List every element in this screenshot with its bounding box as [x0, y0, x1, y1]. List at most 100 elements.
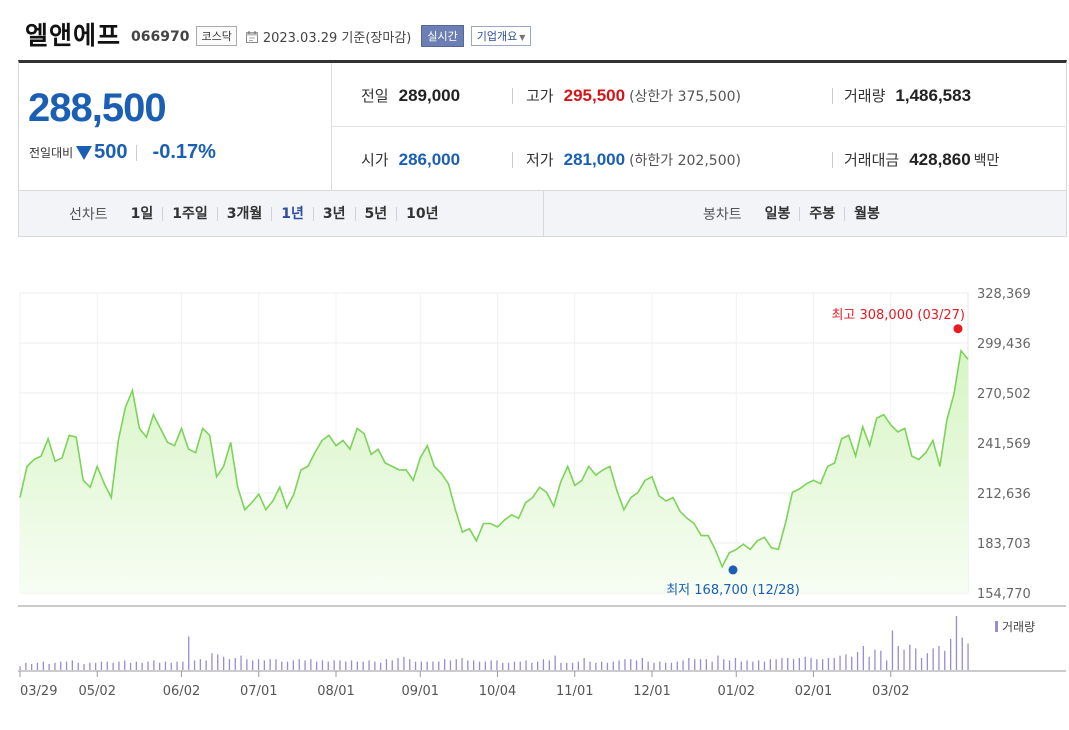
x-tick-label: 08/01 — [317, 684, 354, 699]
volume-bar — [193, 660, 196, 670]
tab-line-period-5[interactable]: 5년 — [354, 206, 397, 221]
divider — [512, 152, 513, 168]
volume-bar — [635, 660, 638, 670]
volume-bars: 거래량 — [19, 616, 1035, 670]
volume-bar — [915, 648, 917, 670]
volume-bar — [606, 662, 609, 670]
x-tick-label: 07/01 — [240, 684, 277, 699]
tab-candle-period-1[interactable]: 주봉 — [799, 206, 844, 221]
volume-bar — [409, 659, 411, 670]
volume-bar — [932, 648, 934, 670]
volume-bar — [414, 661, 417, 670]
volume-bar — [118, 661, 120, 670]
company-name[interactable]: 엘앤에프 — [25, 21, 122, 50]
tab-line-period-6[interactable]: 10년 — [396, 206, 447, 221]
volume-bar — [54, 662, 56, 670]
prev-close: 전일 289,000 — [361, 85, 460, 106]
tab-line-period-3[interactable]: 1년 — [271, 206, 313, 221]
max-price-label: 최고 308,000 (03/27) — [831, 308, 965, 323]
low-price: 저가 281,000 (하한가 202,500) — [526, 149, 741, 170]
open-value: 286,000 — [398, 150, 461, 169]
volume-bar — [432, 661, 434, 670]
volume-bar — [577, 661, 579, 670]
down-arrow-icon — [76, 145, 93, 160]
volume-bar — [891, 630, 894, 670]
open-price: 시가 286,000 — [361, 149, 460, 170]
volume-bar — [205, 660, 207, 670]
volume-bar — [455, 659, 457, 670]
tab-line-period-4[interactable]: 3년 — [312, 206, 355, 221]
volume-bar — [926, 653, 928, 670]
volume-bar — [717, 655, 719, 670]
line-period-tabs: 1일 1주일 3개월 1년 3년 5년 10년 — [122, 205, 448, 222]
volume-bar — [711, 661, 713, 670]
volume-bar — [391, 660, 393, 670]
divider — [543, 191, 544, 236]
volume-bar — [822, 659, 824, 670]
volume-bar — [182, 661, 184, 670]
volume-bar — [566, 662, 568, 670]
volume-bar — [350, 660, 353, 670]
realtime-button[interactable]: 실시간 — [421, 25, 464, 47]
volume-bar — [589, 661, 591, 670]
volume-bar — [903, 649, 905, 670]
volume-bar — [141, 662, 143, 670]
tab-line-period-2[interactable]: 3개월 — [216, 206, 272, 221]
volume-bar — [670, 662, 673, 670]
low-value: 281,000 — [563, 150, 626, 169]
volume-bar — [339, 660, 341, 670]
divider — [832, 152, 833, 168]
volume-bar — [31, 664, 33, 670]
volume-bar — [601, 661, 603, 670]
volume-bar — [740, 661, 742, 670]
x-tick-label: 05/02 — [79, 684, 116, 699]
volume-bar — [833, 658, 835, 670]
volume-bar — [153, 660, 155, 670]
volume-bar — [758, 660, 760, 670]
volume-bar — [792, 659, 795, 670]
trade-value-label: 거래대금 — [844, 151, 900, 169]
prev-close-value: 289,000 — [398, 86, 461, 105]
price-area — [20, 350, 968, 593]
high-label: 고가 — [526, 87, 554, 105]
volume-bar — [356, 661, 358, 670]
prev-close-label: 전일 — [361, 87, 389, 105]
price-change: 전일대비 500 -0.17% — [29, 141, 216, 164]
y-tick-label: 212,636 — [977, 487, 1031, 502]
high-value: 295,500 — [563, 86, 626, 105]
company-overview-button[interactable]: 기업개요 ▼ — [470, 26, 532, 46]
quote-stats: 전일 289,000 고가 295,500 (상한가 375,500) 거래량 … — [331, 63, 1067, 190]
volume-bar — [624, 659, 626, 670]
tab-line-period-0[interactable]: 1일 — [130, 205, 154, 222]
volume-bar — [112, 662, 114, 670]
stats-row: 시가 286,000 저가 281,000 (하한가 202,500) 거래대금… — [332, 127, 1067, 190]
chart-period-bar: 선차트 1일 1주일 3개월 1년 3년 5년 10년 봉차트 일봉 주봉 월봉 — [18, 190, 1067, 237]
tab-candle-period-0[interactable]: 일봉 — [764, 205, 791, 222]
stock-code: 066970 — [131, 28, 190, 45]
trade-value-value: 428,860 — [909, 150, 971, 169]
volume-bar — [595, 662, 597, 670]
volume-bar — [897, 646, 899, 670]
line-chart-label: 선차트 — [69, 206, 108, 223]
volume-bar — [257, 659, 260, 670]
volume-bar — [159, 662, 161, 670]
volume-bar — [484, 661, 486, 670]
volume-bar — [211, 653, 213, 670]
high-price: 고가 295,500 (상한가 375,500) — [526, 85, 741, 106]
tab-candle-period-2[interactable]: 월봉 — [844, 206, 889, 221]
volume-bar — [810, 658, 812, 670]
volume-bar — [560, 662, 562, 670]
volume-bar — [83, 664, 85, 670]
price-chart[interactable]: 328,369 299,436 270,502 241,569 212,636 183,7… — [0, 237, 1069, 730]
volume-bar — [967, 643, 969, 670]
tab-line-period-1[interactable]: 1주일 — [162, 206, 217, 221]
volume-bar — [851, 656, 853, 670]
x-tick-label: 09/01 — [402, 684, 439, 699]
volume-bar — [217, 654, 219, 670]
volume-bar — [164, 661, 167, 670]
volume-bar — [170, 662, 172, 670]
min-price-label: 최저 168,700 (12/28) — [666, 583, 800, 598]
volume-bar — [281, 661, 283, 670]
volume-bar — [65, 661, 68, 670]
x-tick-label: 03/29 — [20, 684, 57, 699]
